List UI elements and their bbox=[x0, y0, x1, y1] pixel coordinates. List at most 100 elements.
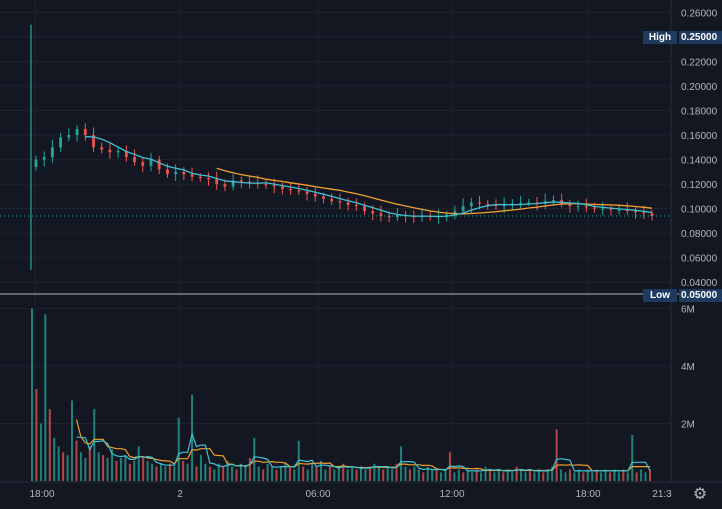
volume-bar bbox=[62, 452, 65, 481]
volume-bar bbox=[511, 472, 514, 481]
volume-bar bbox=[337, 466, 340, 481]
volume-bar bbox=[271, 466, 274, 481]
high-label: High bbox=[643, 31, 677, 44]
volume-bar bbox=[493, 472, 496, 481]
volume-bar bbox=[462, 472, 465, 481]
volume-bar bbox=[231, 466, 234, 481]
time-tick-label: 2 bbox=[177, 489, 183, 500]
volume-bar bbox=[288, 466, 291, 481]
candle-body bbox=[469, 202, 473, 207]
volume-bar bbox=[128, 463, 131, 481]
candle-body bbox=[609, 208, 613, 210]
candle-body bbox=[617, 209, 621, 211]
volume-bar bbox=[182, 460, 185, 481]
volume-bar bbox=[617, 472, 620, 481]
volume-bar bbox=[217, 463, 220, 481]
candle-body bbox=[157, 159, 161, 170]
time-tick-label: 21:3 bbox=[652, 489, 672, 500]
candle-body bbox=[527, 202, 531, 204]
volume-bar bbox=[582, 472, 585, 481]
candle-body bbox=[133, 157, 136, 163]
volume-bar bbox=[395, 463, 398, 481]
volume-bar bbox=[386, 466, 389, 481]
volume-bar bbox=[146, 460, 149, 481]
volume-bar bbox=[466, 469, 469, 481]
volume-tick-label: 2M bbox=[681, 420, 695, 431]
volume-bar bbox=[102, 455, 105, 481]
candle-body bbox=[453, 211, 457, 215]
candle-body bbox=[248, 181, 251, 183]
candle-body bbox=[141, 162, 145, 166]
volume-bar bbox=[555, 429, 558, 481]
volume-bar bbox=[88, 446, 91, 481]
candle-body bbox=[322, 196, 325, 199]
volume-bar bbox=[471, 472, 474, 481]
volume-bar bbox=[248, 458, 251, 481]
candle-body bbox=[67, 135, 71, 138]
volume-bar bbox=[435, 469, 438, 481]
volume-bar bbox=[515, 466, 518, 481]
volume-bar bbox=[595, 469, 598, 481]
volume-bar bbox=[142, 458, 145, 481]
volume-bar bbox=[75, 440, 78, 481]
candle-body bbox=[34, 159, 38, 167]
volume-tick-label: 6M bbox=[681, 305, 695, 316]
settings-gear-icon[interactable]: ⚙ bbox=[692, 486, 708, 503]
volume-bar bbox=[457, 469, 460, 481]
volume-bar bbox=[262, 469, 265, 481]
price-tick-label: 0.04000 bbox=[681, 278, 718, 289]
volume-bar bbox=[644, 472, 647, 481]
volume-bar bbox=[351, 466, 354, 481]
volume-bar bbox=[564, 472, 567, 481]
volume-bar bbox=[524, 472, 527, 481]
volume-bar bbox=[79, 452, 82, 481]
price-tick-label: 0.14000 bbox=[681, 156, 718, 167]
volume-bar bbox=[444, 469, 447, 481]
volume-tick-label: 4M bbox=[681, 362, 695, 373]
candle-body bbox=[502, 204, 506, 207]
candle-body bbox=[92, 135, 95, 148]
time-tick-label: 06:00 bbox=[305, 489, 330, 500]
price-tick-label: 0.16000 bbox=[681, 131, 718, 142]
volume-bar bbox=[173, 466, 176, 481]
candle-body bbox=[272, 185, 276, 187]
candle-body bbox=[223, 184, 227, 187]
volume-bar bbox=[111, 449, 114, 481]
volume-bar bbox=[39, 423, 42, 481]
volume-bar bbox=[177, 417, 180, 481]
volume-bar bbox=[119, 458, 122, 481]
volume-bar bbox=[368, 466, 371, 481]
candle-body bbox=[83, 128, 87, 136]
price-tick-label: 0.26000 bbox=[681, 8, 718, 19]
volume-bar bbox=[355, 469, 358, 481]
volume-bar bbox=[649, 469, 651, 481]
candle-body bbox=[642, 212, 646, 214]
time-tick-label: 18:00 bbox=[29, 489, 54, 500]
candle-body bbox=[124, 151, 128, 158]
candle-body bbox=[239, 180, 243, 182]
volume-bar bbox=[626, 472, 629, 481]
volume-bar bbox=[31, 308, 33, 481]
volume-bar bbox=[342, 463, 345, 481]
candle-body bbox=[387, 215, 391, 218]
volume-bar bbox=[124, 455, 127, 481]
volume-bar bbox=[640, 469, 643, 481]
candle-body bbox=[281, 186, 284, 190]
volume-bar bbox=[546, 469, 549, 481]
volume-bar bbox=[195, 466, 198, 481]
volume-bar bbox=[573, 472, 576, 481]
volume-bar bbox=[239, 463, 242, 481]
volume-bar bbox=[586, 469, 589, 481]
candle-body bbox=[190, 174, 194, 177]
volume-bar bbox=[484, 466, 487, 481]
volume-bar bbox=[208, 466, 211, 481]
volume-bar bbox=[279, 466, 282, 481]
volume-bar bbox=[302, 466, 305, 481]
volume-bar bbox=[244, 466, 247, 481]
volume-bar bbox=[328, 466, 331, 481]
candle-body bbox=[486, 203, 490, 205]
candle-body bbox=[330, 198, 334, 202]
volume-bar bbox=[373, 463, 376, 481]
